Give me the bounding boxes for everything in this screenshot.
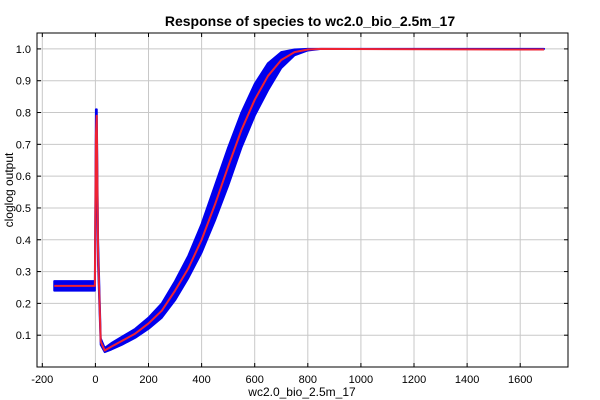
x-axis-label: wc2.0_bio_2.5m_17	[247, 385, 356, 399]
x-tick-label: 800	[299, 374, 317, 386]
x-tick-label: 200	[139, 374, 157, 386]
x-tick-label: 1000	[349, 374, 373, 386]
y-tick-label: 0.5	[16, 203, 31, 215]
y-tick-label: 1.0	[16, 44, 31, 56]
y-axis-label: cloglog output	[2, 152, 16, 227]
line-layer	[54, 47, 545, 352]
y-tick-label: 0.2	[16, 298, 31, 310]
x-tick-label: 1600	[508, 374, 532, 386]
y-tick-label: 0.4	[16, 235, 31, 247]
y-tick-label: 0.1	[16, 330, 31, 342]
x-tick-label: 600	[246, 374, 264, 386]
mean-response-line	[54, 47, 545, 352]
y-tick-label: 0.6	[16, 171, 31, 183]
y-tick-label: 0.3	[16, 267, 31, 279]
x-tick-label: 1200	[402, 374, 426, 386]
x-tick-label: -200	[31, 374, 53, 386]
y-tick-label: 0.8	[16, 108, 31, 120]
plot-frame	[36, 32, 569, 368]
chart-title: Response of species to wc2.0_bio_2.5m_17	[165, 13, 455, 29]
y-tick-label: 0.7	[16, 139, 31, 151]
y-tick-label: 0.9	[16, 76, 31, 88]
x-tick-label: 400	[192, 374, 210, 386]
x-tick-label: 0	[92, 374, 98, 386]
tick-layer: -200 0 200 400 600 800 1000 1200 1400 1600 0.1 0.2 0…	[16, 33, 568, 386]
x-tick-label: 1400	[455, 374, 479, 386]
